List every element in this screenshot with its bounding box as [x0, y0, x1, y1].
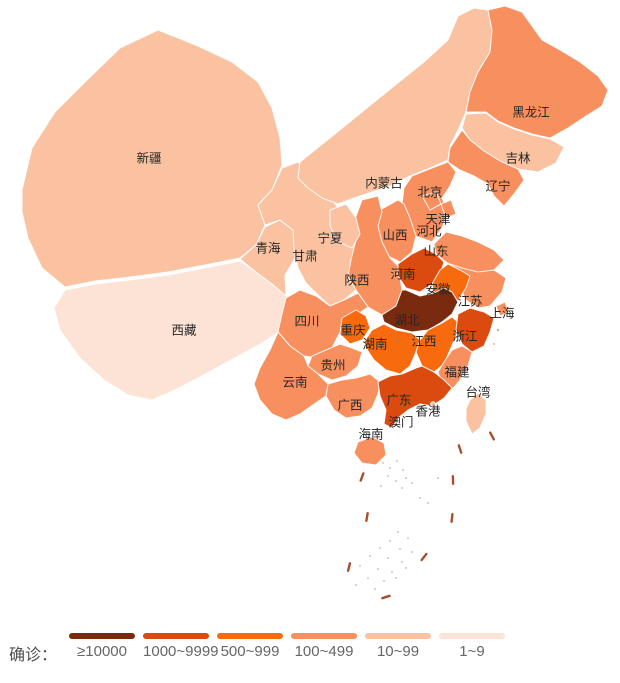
legend-title: 确诊：: [9, 647, 58, 664]
islet-speck: [379, 484, 383, 488]
province-xizang[interactable]: [53, 260, 293, 401]
province-hainan[interactable]: [353, 436, 387, 466]
islet-speck: [354, 583, 358, 587]
legend: 确诊： ≥10000 1000~9999 500~999 100~499 10~99 1~…: [9, 631, 513, 665]
legend-item-1: 1000~9999: [143, 631, 219, 661]
islet-speck: [398, 547, 402, 551]
province-hongkong[interactable]: [430, 401, 436, 407]
islet-speck: [373, 587, 377, 591]
province-taiwan[interactable]: [465, 392, 487, 435]
islet-speck: [394, 576, 398, 580]
islet-speck: [378, 546, 382, 550]
legend-item-label: 1000~9999: [143, 643, 219, 660]
province-heilongjiang[interactable]: [465, 5, 609, 139]
province-shapes: [21, 5, 609, 466]
south-china-sea-islets: [354, 459, 440, 591]
islet-speck: [368, 554, 372, 558]
islet-speck: [386, 556, 390, 560]
province-guangdong[interactable]: [377, 365, 453, 429]
legend-item-2: 500~999: [217, 631, 284, 661]
province-yunnan[interactable]: [253, 331, 329, 421]
legend-item-label: 500~999: [220, 643, 280, 660]
islet-speck: [388, 539, 392, 543]
legend-item-label: 1~9: [459, 643, 485, 660]
islet-speck: [400, 560, 404, 564]
islet-speck: [426, 501, 430, 505]
islet-speck: [376, 567, 380, 571]
sea-boundary-dash: [450, 513, 454, 523]
sea-boundary-dash: [451, 475, 455, 485]
province-xinjiang[interactable]: [21, 29, 283, 288]
province-hubei[interactable]: [381, 287, 459, 333]
sea-boundary-dash: [381, 594, 391, 600]
province-chongqing[interactable]: [339, 309, 371, 345]
islet-speck: [418, 496, 422, 500]
islet-speck: [410, 550, 414, 554]
sea-boundary-dash: [420, 552, 428, 562]
legend-swatch: [143, 633, 210, 639]
islet-speck: [394, 479, 398, 483]
islet-speck: [406, 536, 410, 540]
islet-speck: [400, 486, 404, 490]
islet-speck: [390, 570, 394, 574]
province-ningxia[interactable]: [329, 203, 361, 249]
province-guangxi[interactable]: [325, 373, 381, 419]
province-shanghai[interactable]: [495, 301, 510, 317]
legend-swatch: [217, 633, 284, 639]
sea-boundary-dash: [346, 562, 352, 572]
islet-speck: [436, 476, 440, 480]
legend-item-4: 10~99: [365, 631, 432, 661]
province-neimenggu[interactable]: [297, 7, 493, 205]
zhoushan-islet: [492, 342, 496, 346]
islet-speck: [388, 466, 392, 470]
islet-speck: [410, 481, 414, 485]
islet-speck: [366, 576, 370, 580]
province-macau[interactable]: [416, 409, 422, 415]
province-jiangxi[interactable]: [415, 316, 459, 373]
islet-speck: [395, 459, 399, 463]
islet-speck: [381, 461, 385, 465]
province-zhejiang[interactable]: [455, 307, 495, 353]
islet-speck: [396, 530, 400, 534]
islet-speck: [386, 474, 390, 478]
legend-item-label: ≥10000: [77, 643, 127, 660]
province-liaoning[interactable]: [447, 129, 525, 207]
islet-speck: [358, 564, 362, 568]
legend-item-label: 10~99: [376, 643, 420, 660]
sea-boundary-dash: [365, 512, 369, 522]
islet-speck: [382, 579, 386, 583]
legend-swatch: [291, 633, 358, 639]
province-shandong[interactable]: [433, 231, 505, 274]
zhoushan-islet: [496, 328, 500, 332]
legend-items: ≥10000 1000~9999 500~999 100~499 10~99 1~9: [69, 631, 513, 661]
islet-speck: [404, 476, 408, 480]
legend-swatch: [365, 633, 432, 639]
province-tianjin[interactable]: [440, 199, 457, 219]
province-fujian[interactable]: [437, 345, 473, 393]
legend-swatch: [439, 633, 506, 639]
legend-item-3: 100~499: [291, 631, 358, 661]
islet-speck: [404, 566, 408, 570]
legend-swatch: [69, 633, 136, 639]
sea-boundary-dash: [359, 472, 365, 482]
nine-dash-line: [346, 431, 495, 600]
sea-boundary-dash: [489, 431, 495, 441]
islet-speck: [401, 468, 405, 472]
legend-item-5: 1~9: [439, 631, 506, 661]
sea-boundary-dash: [457, 444, 463, 454]
legend-item-label: 100~499: [294, 643, 354, 660]
legend-item-0: ≥10000: [69, 631, 136, 661]
